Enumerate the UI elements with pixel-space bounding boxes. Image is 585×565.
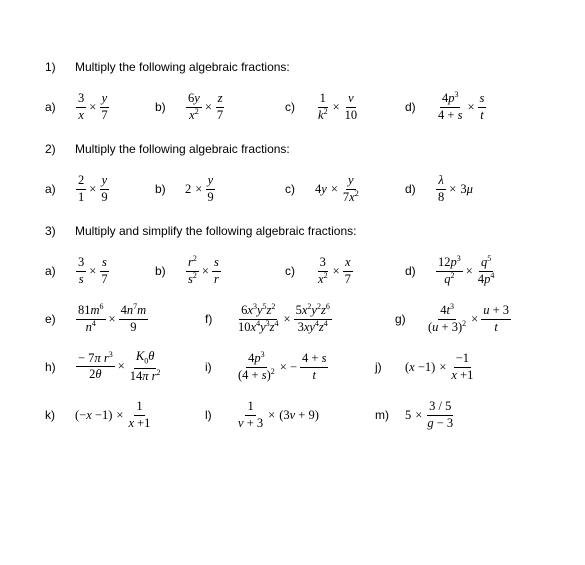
- item-label: i): [205, 360, 235, 374]
- problem-item: d)4p34 + s×st: [405, 92, 515, 123]
- question-number: 2): [45, 142, 75, 156]
- problem-item: i)4p3(4 + s)2× −4 + st: [205, 352, 375, 383]
- math-expression: λ8×3μ: [435, 174, 473, 205]
- math-expression: 4y×y7x2: [315, 174, 362, 205]
- item-label: c): [285, 100, 315, 114]
- problem-item: m)5×3 / 5g − 3: [375, 400, 515, 431]
- problem-item: c)4y×y7x2: [285, 174, 405, 205]
- problem-item: f)6x3y5z210x4y3z4×5x2y2z63xy4z4: [205, 304, 395, 335]
- problem-row: a)3x×y7b)6yx2×z7c)1k2×v10d)4p34 + s×st: [45, 90, 540, 124]
- problem-item: c)1k2×v10: [285, 92, 405, 123]
- math-expression: 1k2×v10: [315, 92, 360, 123]
- item-label: a): [45, 182, 75, 196]
- math-expression: 3x2×x7: [315, 256, 354, 287]
- item-label: h): [45, 360, 75, 374]
- math-expression: 4p34 + s×st: [435, 92, 487, 123]
- math-expression: 5×3 / 5g − 3: [405, 400, 456, 431]
- math-expression: 3s×s7: [75, 256, 111, 287]
- problem-item: b)2×y9: [155, 174, 285, 205]
- section: 3)Multiply and simplify the following al…: [45, 224, 540, 432]
- item-label: m): [375, 408, 405, 422]
- item-label: c): [285, 182, 315, 196]
- math-expression: 3x×y7: [75, 92, 111, 123]
- math-expression: r2s2×sr: [185, 256, 222, 287]
- problem-item: b)6yx2×z7: [155, 92, 285, 123]
- problem-row: h)− 7π r32θ×K0θ14π r2i)4p3(4 + s)2× −4 +…: [45, 350, 540, 384]
- worksheet-page: 1)Multiply the following algebraic fract…: [0, 0, 585, 470]
- section: 2)Multiply the following algebraic fract…: [45, 142, 540, 206]
- item-label: e): [45, 312, 75, 326]
- item-label: b): [155, 182, 185, 196]
- item-label: b): [155, 100, 185, 114]
- section-head: 1)Multiply the following algebraic fract…: [45, 60, 540, 74]
- problem-item: a)3x×y7: [45, 92, 155, 123]
- item-label: f): [205, 312, 235, 326]
- problem-item: e)81m6n4×4n7m9: [45, 304, 205, 335]
- problem-item: j)(x −1)×−1x +1: [375, 352, 515, 383]
- instruction-text: Multiply and simplify the following alge…: [75, 224, 540, 238]
- problem-item: a)3s×s7: [45, 256, 155, 287]
- instruction-text: Multiply the following algebraic fractio…: [75, 142, 540, 156]
- question-number: 1): [45, 60, 75, 74]
- math-expression: 4p3(4 + s)2× −4 + st: [235, 352, 329, 383]
- item-label: j): [375, 360, 405, 374]
- problem-row: a)21×y9b)2×y9c)4y×y7x2d)λ8×3μ: [45, 172, 540, 206]
- math-expression: 2×y9: [185, 174, 217, 205]
- problem-item: c)3x2×x7: [285, 256, 405, 287]
- math-expression: 1v + 3×(3v + 9): [235, 400, 319, 431]
- problem-row: e)81m6n4×4n7m9f)6x3y5z210x4y3z4×5x2y2z63…: [45, 302, 540, 336]
- section: 1)Multiply the following algebraic fract…: [45, 60, 540, 124]
- math-expression: − 7π r32θ×K0θ14π r2: [75, 350, 164, 383]
- math-expression: 81m6n4×4n7m9: [75, 304, 149, 335]
- item-label: l): [205, 408, 235, 422]
- item-label: d): [405, 264, 435, 278]
- item-label: k): [45, 408, 75, 422]
- math-expression: 6yx2×z7: [185, 92, 226, 123]
- problem-item: g)4t3(u + 3)2×u + 3t: [395, 304, 515, 335]
- problem-item: b)r2s2×sr: [155, 256, 285, 287]
- item-label: d): [405, 182, 435, 196]
- problem-item: k)(−x −1)×1x +1: [45, 400, 205, 431]
- math-expression: 21×y9: [75, 174, 111, 205]
- problem-item: a)21×y9: [45, 174, 155, 205]
- math-expression: (x −1)×−1x +1: [405, 352, 476, 383]
- item-label: d): [405, 100, 435, 114]
- problem-row: a)3s×s7b)r2s2×src)3x2×x7d)12p3q2×q54p4: [45, 254, 540, 288]
- problem-item: l)1v + 3×(3v + 9): [205, 400, 375, 431]
- section-head: 3)Multiply and simplify the following al…: [45, 224, 540, 238]
- math-expression: (−x −1)×1x +1: [75, 400, 153, 431]
- problem-item: d)λ8×3μ: [405, 174, 515, 205]
- instruction-text: Multiply the following algebraic fractio…: [75, 60, 540, 74]
- problem-item: d)12p3q2×q54p4: [405, 256, 515, 287]
- math-expression: 12p3q2×q54p4: [435, 256, 497, 287]
- item-label: c): [285, 264, 315, 278]
- problem-row: k)(−x −1)×1x +1l)1v + 3×(3v + 9)m)5×3 / …: [45, 398, 540, 432]
- item-label: a): [45, 100, 75, 114]
- item-label: b): [155, 264, 185, 278]
- math-expression: 6x3y5z210x4y3z4×5x2y2z63xy4z4: [235, 304, 333, 335]
- question-number: 3): [45, 224, 75, 238]
- item-label: g): [395, 312, 425, 326]
- math-expression: 4t3(u + 3)2×u + 3t: [425, 304, 512, 335]
- section-head: 2)Multiply the following algebraic fract…: [45, 142, 540, 156]
- item-label: a): [45, 264, 75, 278]
- problem-item: h)− 7π r32θ×K0θ14π r2: [45, 350, 205, 383]
